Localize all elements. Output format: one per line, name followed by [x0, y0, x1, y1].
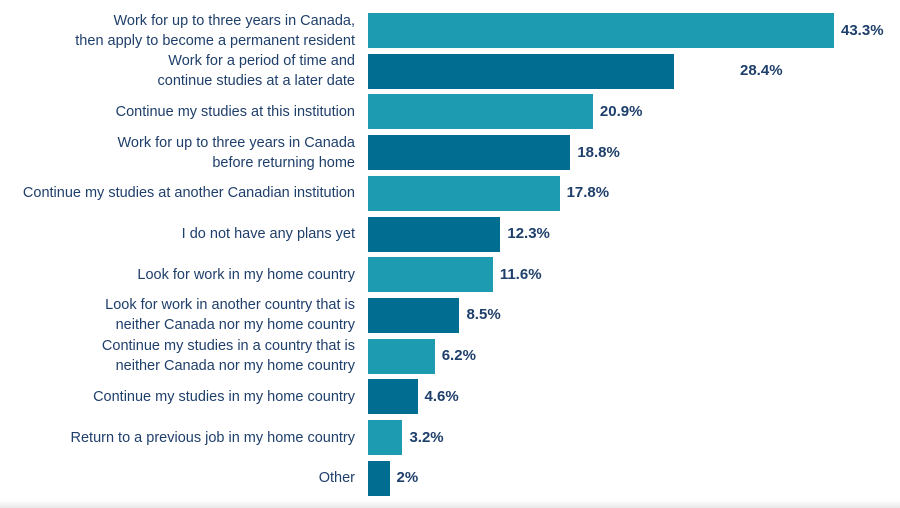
bar	[368, 379, 418, 415]
value-label: 12.3%	[507, 225, 550, 242]
bar	[368, 94, 593, 130]
bar	[368, 216, 501, 252]
bar	[368, 175, 560, 211]
category-label: Work for up to three years in Canada bef…	[117, 134, 356, 171]
category-label: Look for work in another country that is…	[105, 297, 355, 334]
category-label: Other	[318, 470, 355, 487]
value-label: 8.5%	[466, 306, 501, 324]
category-label: Continue my studies in my home country	[93, 388, 355, 405]
value-label: 3.2%	[409, 428, 444, 446]
value-label: 4.6%	[424, 387, 459, 405]
bar	[368, 53, 674, 89]
value-label: 2%	[396, 469, 419, 487]
category-label: Work for up to three years in Canada, th…	[75, 12, 355, 49]
bar	[368, 135, 571, 171]
bar	[368, 338, 435, 374]
value-label: 28.4%	[740, 62, 783, 80]
category-label: Continue my studies at this institution	[115, 103, 355, 120]
value-label: 11.6%	[499, 265, 542, 283]
bar	[368, 13, 834, 48]
category-label: Continue my studies in a country that is…	[101, 338, 355, 375]
category-label: Work for a period of time and continue s…	[157, 53, 356, 90]
bar	[368, 297, 460, 333]
value-label: 43.3%	[841, 21, 884, 39]
category-label: Return to a previous job in my home coun…	[70, 429, 356, 446]
bottom-shadow	[0, 500, 900, 508]
value-label: 18.8%	[577, 143, 620, 161]
category-label: I do not have any plans yet	[181, 226, 355, 242]
category-label: Look for work in my home country	[137, 266, 355, 283]
bar	[368, 257, 493, 293]
category-label: Continue my studies at another Canadian …	[22, 185, 355, 202]
value-label: 20.9%	[599, 102, 643, 120]
value-label: 17.8%	[566, 184, 610, 202]
bar	[368, 420, 403, 455]
bar	[368, 460, 390, 496]
value-label: 6.2%	[441, 347, 476, 365]
